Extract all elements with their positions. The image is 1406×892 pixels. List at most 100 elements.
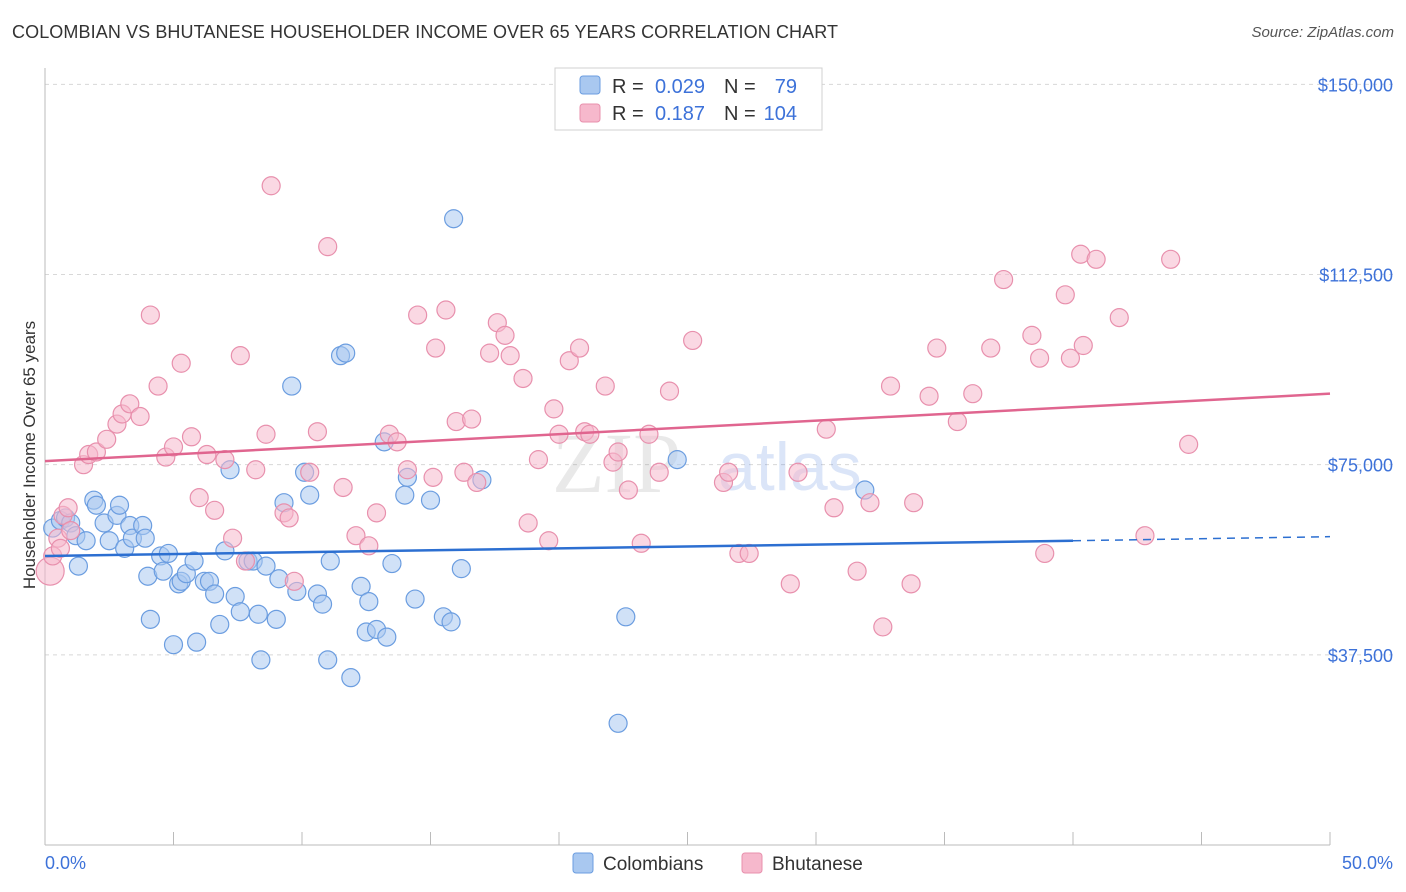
data-point bbox=[495, 325, 515, 345]
data-point bbox=[223, 528, 243, 548]
data-point bbox=[215, 450, 235, 470]
data-point bbox=[947, 411, 967, 432]
data-point bbox=[618, 480, 638, 500]
data-point bbox=[120, 394, 140, 414]
x-axis-ticks bbox=[44, 832, 1331, 845]
data-point bbox=[197, 444, 217, 465]
data-point bbox=[467, 472, 487, 493]
data-point bbox=[539, 531, 559, 551]
data-point bbox=[205, 584, 225, 604]
data-point bbox=[50, 538, 71, 558]
legend-n-label-2: N = bbox=[724, 103, 756, 125]
data-point bbox=[1029, 348, 1050, 368]
data-point bbox=[544, 399, 564, 419]
bottom-legend-label-bhutanese: Bhutanese bbox=[772, 854, 863, 875]
data-point bbox=[595, 376, 615, 396]
data-point bbox=[171, 353, 191, 373]
data-point bbox=[444, 209, 464, 229]
correlation-legend: R = 0.029 N = 79 R = 0.187 N = 104 bbox=[554, 67, 823, 131]
legend-n-value-1: 79 bbox=[775, 76, 797, 98]
data-point bbox=[282, 376, 302, 396]
data-point bbox=[780, 574, 800, 594]
data-point bbox=[426, 338, 446, 358]
data-point bbox=[397, 460, 417, 480]
data-point bbox=[135, 528, 155, 548]
data-point bbox=[261, 176, 281, 196]
data-point bbox=[719, 462, 739, 482]
data-point bbox=[359, 591, 379, 612]
legend-r-label-2: R = bbox=[612, 103, 644, 125]
watermark-atlas: atlas bbox=[718, 429, 862, 505]
data-point bbox=[994, 269, 1014, 290]
data-point bbox=[351, 576, 371, 596]
data-point bbox=[408, 305, 428, 325]
data-point bbox=[739, 543, 759, 564]
data-point bbox=[518, 513, 538, 533]
data-point bbox=[86, 442, 107, 462]
data-point bbox=[377, 627, 397, 647]
data-point bbox=[436, 300, 456, 320]
data-point bbox=[500, 346, 520, 366]
data-point bbox=[148, 376, 168, 396]
data-point bbox=[230, 602, 250, 622]
data-point bbox=[248, 604, 268, 624]
data-point bbox=[420, 490, 441, 510]
data-point bbox=[366, 503, 387, 523]
data-point bbox=[346, 526, 366, 546]
data-point bbox=[130, 406, 150, 427]
data-point bbox=[205, 500, 225, 520]
data-point bbox=[246, 460, 266, 480]
data-point bbox=[1055, 285, 1075, 305]
data-point bbox=[300, 462, 320, 482]
y-tick-label: $150,000 bbox=[1318, 75, 1393, 95]
data-point bbox=[61, 520, 81, 541]
y-tick-label: $112,500 bbox=[1319, 266, 1393, 286]
legend-swatch-blue bbox=[579, 75, 601, 95]
x-tick-label-min: 0.0% bbox=[45, 853, 86, 873]
trend-line-colombians bbox=[44, 539, 1074, 558]
data-point bbox=[109, 495, 130, 515]
legend-r-value-1: 0.029 bbox=[655, 76, 705, 98]
data-point bbox=[608, 442, 628, 462]
data-point bbox=[187, 632, 207, 652]
data-point bbox=[307, 422, 328, 442]
bottom-legend-swatch-colombians bbox=[572, 852, 594, 874]
legend-n-value-2: 104 bbox=[764, 103, 797, 125]
data-point bbox=[333, 477, 353, 498]
data-point bbox=[569, 338, 590, 358]
trend-line-colombians-extension bbox=[1072, 535, 1331, 542]
data-point bbox=[1109, 308, 1129, 328]
data-point bbox=[235, 551, 256, 571]
data-point bbox=[405, 589, 425, 609]
data-point bbox=[816, 419, 836, 439]
data-point bbox=[788, 462, 808, 482]
data-point bbox=[58, 498, 78, 518]
data-point bbox=[184, 551, 204, 571]
data-point bbox=[580, 424, 600, 444]
data-point bbox=[683, 330, 703, 351]
data-point bbox=[659, 381, 680, 401]
data-point bbox=[963, 384, 983, 404]
data-point bbox=[86, 495, 107, 515]
data-point bbox=[904, 493, 924, 513]
data-point bbox=[919, 386, 939, 406]
bottom-legend-swatch-bhutanese bbox=[741, 852, 763, 874]
data-point bbox=[927, 338, 947, 358]
y-axis-title: Householder Income Over 65 years bbox=[20, 321, 39, 589]
x-tick-label-max: 50.0% bbox=[1342, 853, 1393, 873]
data-point bbox=[68, 556, 89, 576]
data-point bbox=[76, 531, 96, 551]
data-point bbox=[462, 409, 482, 429]
data-point bbox=[300, 485, 320, 505]
legend-swatch-pink bbox=[579, 103, 601, 123]
data-point bbox=[441, 612, 461, 632]
data-point bbox=[901, 574, 921, 594]
data-point bbox=[189, 488, 209, 508]
data-point bbox=[847, 561, 867, 581]
data-point bbox=[336, 343, 356, 363]
data-point bbox=[163, 635, 184, 655]
bottom-legend-label-colombians: Colombians bbox=[603, 854, 703, 875]
data-point bbox=[256, 556, 276, 576]
y-tick-label: $75,000 bbox=[1328, 456, 1393, 476]
watermark: ZIP atlas bbox=[552, 415, 862, 511]
